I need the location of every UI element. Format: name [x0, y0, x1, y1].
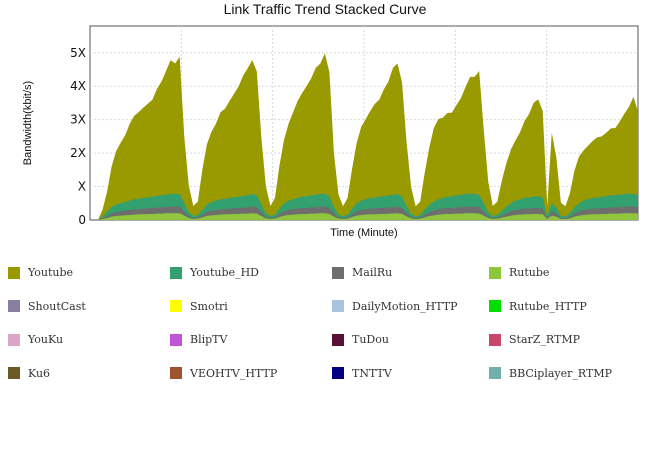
area-youtube — [98, 53, 638, 221]
legend-swatch — [8, 300, 20, 313]
legend-item-youku: YouKu — [8, 323, 170, 357]
legend-swatch — [170, 333, 182, 346]
legend-item-starz-rtmp: StarZ_RTMP — [489, 323, 639, 357]
legend-label: TuDou — [352, 333, 389, 347]
legend-item-shoutcast: ShoutCast — [8, 290, 170, 324]
legend-label: ShoutCast — [28, 299, 86, 313]
y-tick-label: 2X — [70, 146, 86, 160]
area-rutube — [98, 213, 638, 220]
legend-swatch — [332, 367, 344, 380]
legend-item-rutube: Rutube — [489, 256, 639, 290]
legend-item-bliptv: BlipTV — [170, 323, 332, 357]
legend-swatch — [170, 266, 182, 279]
legend-item-bbciplayer-rtmp: BBCiplayer_RTMP — [489, 357, 639, 391]
legend-swatch — [489, 333, 501, 346]
legend-label: DailyMotion_HTTP — [352, 299, 458, 313]
legend-item-mailru: MailRu — [332, 256, 489, 290]
x-axis-label: Time (Minute) — [330, 227, 397, 239]
chart-plot: 0 X 2X 3X 4X 5X Time (Minute) Bandwidth(kbit/… — [22, 25, 639, 239]
legend-item-veohtv-http: VEOHTV_HTTP — [170, 357, 332, 391]
y-tick-label: 5X — [70, 46, 86, 60]
y-axis-ticks: 0 X 2X 3X 4X 5X — [70, 46, 86, 227]
legend-swatch — [8, 367, 20, 380]
legend-item-tnttv: TNTTV — [332, 357, 489, 391]
legend-label: Youtube_HD — [190, 266, 259, 280]
legend-label: Youtube — [28, 266, 74, 280]
legend-swatch — [8, 266, 20, 279]
legend-swatch — [332, 300, 344, 313]
legend-label: Smotri — [190, 299, 228, 313]
legend-label: Rutube_HTTP — [509, 299, 587, 313]
legend-item-dailymotion-http: DailyMotion_HTTP — [332, 290, 489, 324]
legend-swatch — [489, 266, 501, 279]
legend-label: TNTTV — [352, 366, 392, 380]
y-tick-label: 0 — [78, 213, 86, 227]
y-tick-label: 3X — [70, 113, 86, 127]
legend-label: VEOHTV_HTTP — [190, 366, 278, 380]
legend-label: BBCiplayer_RTMP — [509, 366, 612, 380]
legend-swatch — [489, 300, 501, 313]
chart-title: Link Traffic Trend Stacked Curve — [223, 1, 427, 17]
y-tick-label: X — [78, 180, 86, 194]
y-tick-label: 4X — [70, 79, 86, 93]
legend-item-smotri: Smotri — [170, 290, 332, 324]
y-axis-label: Bandwidth(kbit/s) — [22, 81, 34, 165]
legend-label: BlipTV — [190, 333, 228, 347]
chart-legend: Youtube Youtube_HD MailRu Rutube ShoutCast Sm… — [8, 256, 648, 390]
legend-item-tudou: TuDou — [332, 323, 489, 357]
legend-item-youtube-hd: Youtube_HD — [170, 256, 332, 290]
legend-item-youtube: Youtube — [8, 256, 170, 290]
legend-swatch — [489, 367, 501, 380]
legend-swatch — [170, 300, 182, 313]
legend-swatch — [332, 333, 344, 346]
legend-label: StarZ_RTMP — [509, 333, 581, 347]
legend-item-rutube-http: Rutube_HTTP — [489, 290, 639, 324]
legend-item-ku6: Ku6 — [8, 357, 170, 391]
legend-label: MailRu — [352, 266, 393, 280]
stacked-areas — [98, 53, 638, 221]
legend-swatch — [332, 266, 344, 279]
legend-swatch — [170, 367, 182, 380]
legend-label: YouKu — [28, 333, 64, 347]
legend-label: Ku6 — [28, 366, 51, 380]
legend-swatch — [8, 333, 20, 346]
legend-label: Rutube — [509, 266, 550, 280]
